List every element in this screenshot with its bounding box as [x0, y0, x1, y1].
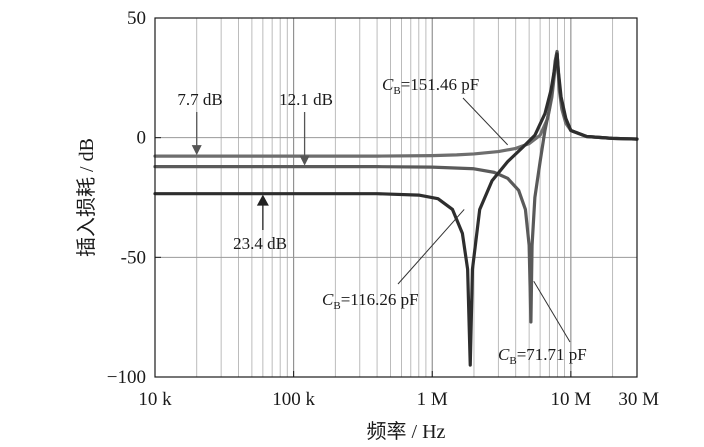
x-tick-label: 100 k [272, 389, 315, 410]
db-arrow-head [256, 194, 269, 206]
x-axis-label: 频率 / Hz [367, 420, 446, 443]
x-tick-label: 30 M [618, 389, 659, 410]
x-tick-label: 10 M [551, 389, 592, 410]
capacitance-label: CB=71.71 pF [498, 345, 587, 367]
y-tick-label: 50 [127, 8, 146, 29]
plot-area-frame [154, 17, 638, 378]
axis-ticks: 10 k 100 k 1 M 10 M 30 M 50 0 -50 −100 [107, 8, 659, 410]
y-axis-label: 插入损耗 / dB [75, 138, 98, 257]
db-annotation-label: 23.4 dB [233, 234, 287, 253]
y-tick-label: −100 [107, 367, 146, 388]
y-tick-label: -50 [121, 247, 146, 268]
capacitance-leader-line [462, 97, 509, 146]
annotations: 7.7 dB 12.1 dB 23.4 dB CB=151.46 pF CB=116.2… [177, 75, 586, 367]
db-arrow-head [299, 155, 310, 166]
db-annotation-label: 7.7 dB [177, 90, 222, 109]
x-tick-label: 10 k [138, 389, 172, 410]
capacitance-label: CB=116.26 pF [322, 290, 419, 312]
capacitance-leader-line [397, 209, 465, 285]
db-annotation-label: 12.1 dB [279, 90, 333, 109]
x-tick-label: 1 M [417, 389, 448, 410]
series-line-3 [153, 52, 639, 367]
y-tick-label: 0 [137, 128, 147, 149]
capacitance-label: CB=151.46 pF [382, 75, 479, 97]
grid-lines [155, 18, 637, 377]
db-arrow-head [191, 145, 202, 156]
series-lines [153, 49, 639, 367]
capacitance-leader-line [533, 281, 571, 343]
